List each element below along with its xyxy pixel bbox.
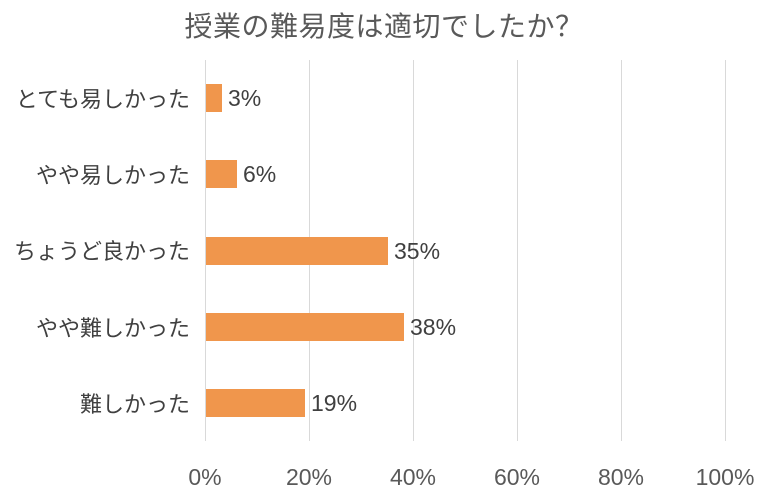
x-axis-tick-label: 60% <box>493 464 541 490</box>
category-label: ちょうど良かった <box>13 239 190 264</box>
category-label: 難しかった <box>79 392 190 417</box>
bar <box>206 84 222 112</box>
category-label: やや難しかった <box>35 316 190 341</box>
gridline-0 <box>205 60 206 441</box>
value-label: 3% <box>228 84 262 111</box>
x-axis-tick-label: 0% <box>188 464 222 490</box>
value-label: 35% <box>394 237 441 264</box>
bar <box>206 389 305 417</box>
x-axis-tick-label: 100% <box>695 464 755 490</box>
category-label: とても易しかった <box>15 87 190 112</box>
category-label: やや易しかった <box>35 163 190 188</box>
gridline-80 <box>621 60 622 441</box>
value-label: 6% <box>243 160 277 187</box>
chart-title: 授業の難易度は適切でしたか？ <box>184 11 584 42</box>
x-axis-tick-label: 40% <box>389 464 437 490</box>
gridline-40 <box>413 60 414 441</box>
bar <box>206 313 404 341</box>
bar <box>206 237 388 265</box>
gridline-100 <box>725 60 726 441</box>
value-label: 38% <box>410 313 457 340</box>
value-label: 19% <box>311 389 358 416</box>
gridline-60 <box>517 60 518 441</box>
x-axis-tick-label: 80% <box>597 464 645 490</box>
bar <box>206 160 237 188</box>
x-axis-tick-label: 20% <box>285 464 333 490</box>
